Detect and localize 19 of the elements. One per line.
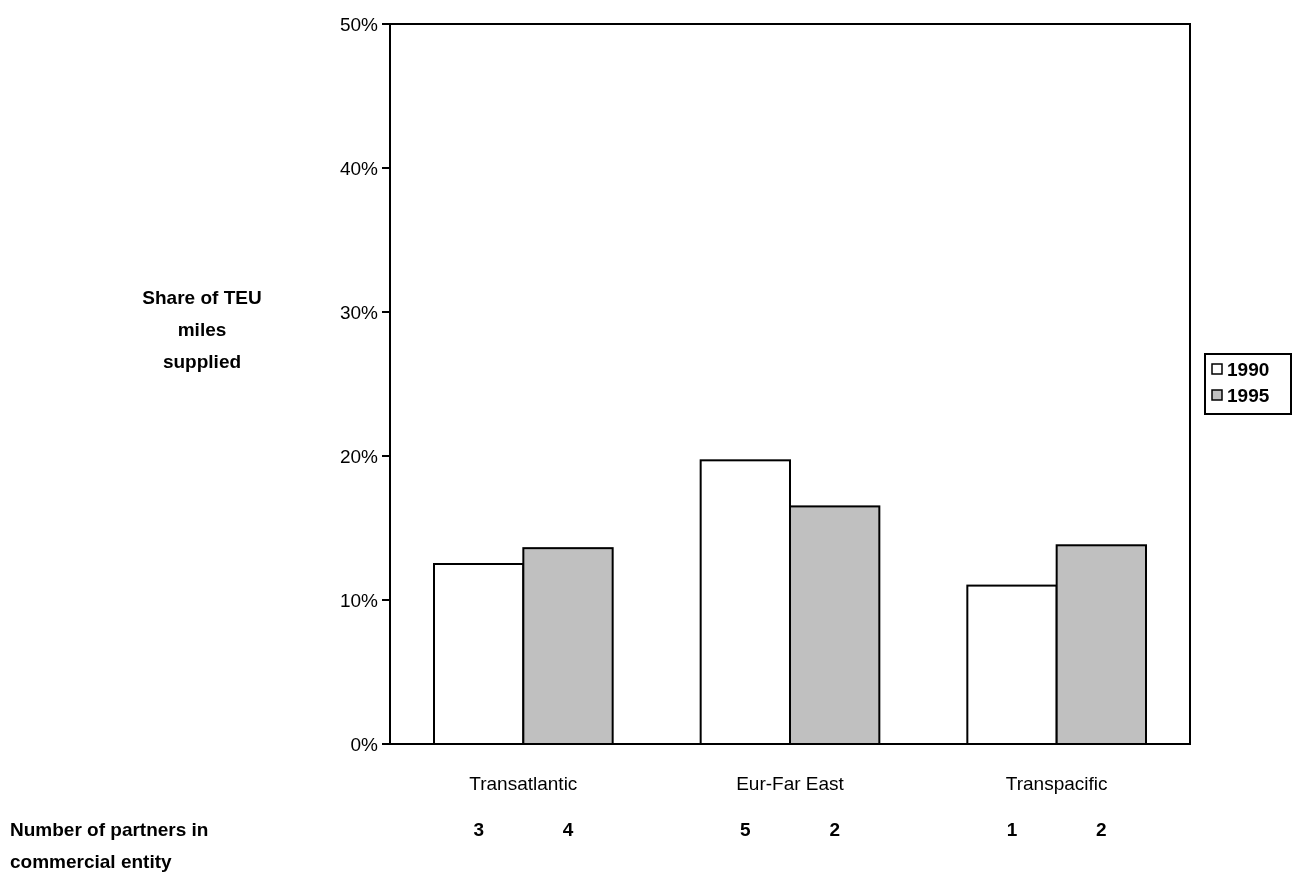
y-tick-label: 0% — [350, 733, 379, 755]
text: 2 — [829, 819, 840, 840]
y-axis-title: Share of TEU miles supplied — [142, 287, 262, 372]
legend-label: 1995 — [1227, 384, 1270, 406]
legend-label: 1990 — [1227, 358, 1270, 380]
text: 1 — [1006, 819, 1018, 840]
text: 3 — [473, 819, 484, 840]
y-tick-label: 10% — [339, 589, 379, 611]
y-tick-label: 20% — [339, 445, 379, 467]
text: Number of partners in commercial entity — [10, 819, 209, 872]
y-tick-label: 40% — [339, 157, 379, 179]
text: 5 — [740, 819, 752, 840]
text: 4 — [562, 819, 574, 840]
x-tick-label: Eur-Far East — [736, 773, 845, 794]
y-tick-label: 50% — [339, 13, 379, 35]
y-tick-label: 30% — [339, 301, 379, 323]
x-tick-label: Transatlantic — [469, 773, 578, 794]
text: 2 — [1096, 819, 1107, 840]
x-tick-label: Transpacific — [1005, 773, 1108, 794]
